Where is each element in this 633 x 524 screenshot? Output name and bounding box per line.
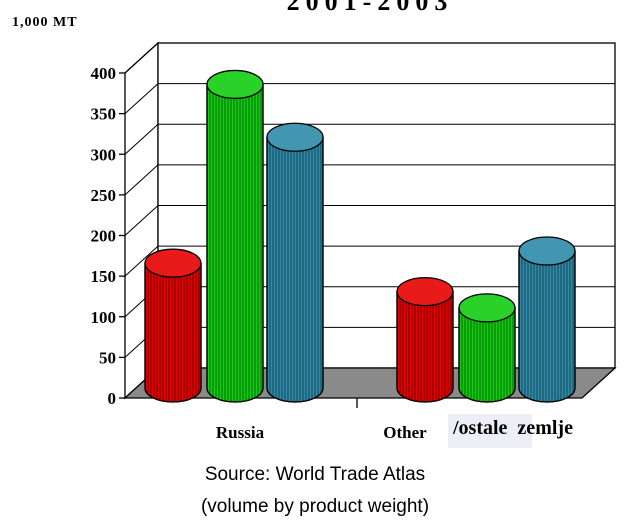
bar-top [396,276,454,307]
y-tick-label: 0 [108,389,117,408]
bar-outline [206,84,264,403]
category-label-russia: Russia [216,423,265,442]
bar-top [518,236,576,266]
y-tick-label: 50 [99,348,116,367]
y-axis-unit-label: 1,000 MT [12,15,78,30]
y-tick-label: 250 [91,186,117,205]
y-tick-label: 100 [91,308,117,327]
bar-other-1 [458,293,516,403]
y-tick-label: 150 [91,267,117,286]
gridline [124,205,615,236]
category-note: /ostale zemlje [452,417,573,439]
bar-other-0 [396,276,454,403]
y-tick-label: 200 [91,227,117,246]
bar-russia-0 [144,248,202,403]
bar-outline [266,137,324,403]
bar-top [206,69,264,100]
category-note-highlight [448,414,532,448]
bar-outline [144,263,202,403]
bar-outline [458,307,516,403]
bar-outline [518,251,576,403]
y-tick-label: 400 [91,64,117,83]
bar-outline [396,291,454,403]
bar-russia-2 [266,122,324,403]
bar-other-2 [518,236,576,403]
y-tick-label: 300 [91,145,117,164]
category-label-other: Other [383,423,427,442]
bar-top [144,248,202,278]
bars [144,69,576,403]
gridline [124,245,615,277]
y-tick-labels: 0 50 100 150 200 250 300 350 400 [91,64,125,408]
bar-top [458,293,516,323]
gridline [124,42,615,74]
source-line-2: (volume by product weight) [201,496,429,517]
chart-title: 2001-2003 [287,0,454,16]
bar-russia-1 [206,69,264,403]
y-tick-label: 350 [91,105,117,124]
gridline [124,123,615,155]
source-line-1: Source: World Trade Atlas [205,464,425,485]
gridline [124,83,615,114]
gridline [124,164,615,196]
bar-top [266,122,324,152]
